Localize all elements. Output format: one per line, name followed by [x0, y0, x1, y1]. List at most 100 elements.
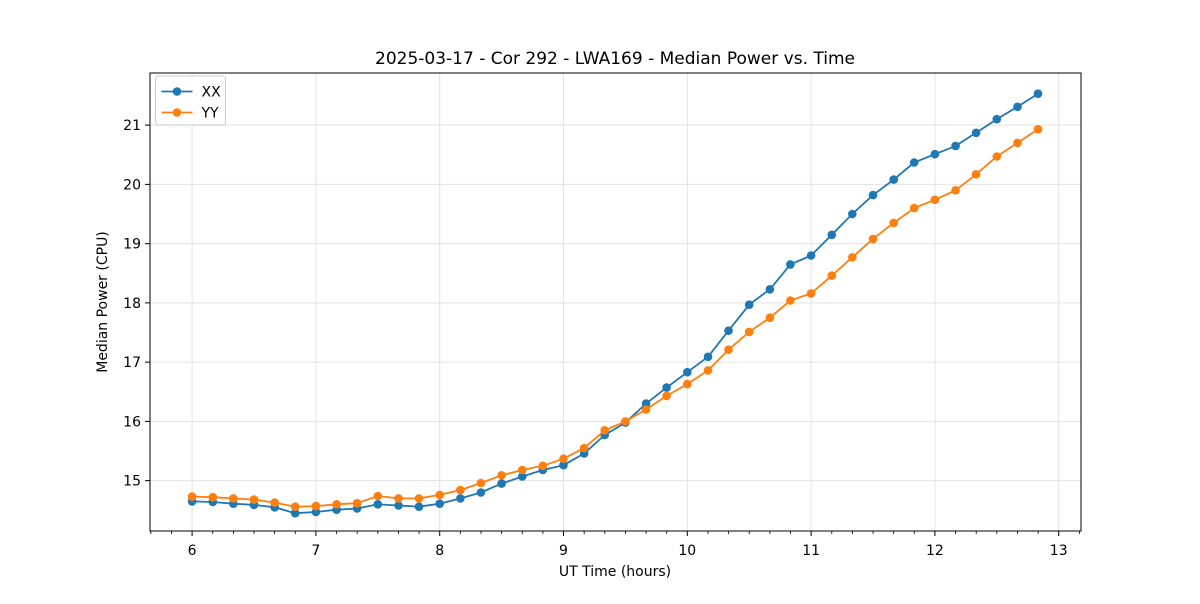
data-point-XX — [806, 251, 816, 260]
data-point-YY — [600, 426, 609, 435]
y-tick-label: 18 — [123, 296, 141, 312]
data-point-YY — [229, 494, 238, 503]
data-point-XX — [435, 499, 445, 509]
data-point-XX — [848, 209, 857, 219]
data-point-YY — [497, 471, 506, 480]
y-tick-label: 20 — [123, 177, 141, 193]
data-point-YY — [518, 465, 527, 475]
data-point-XX — [868, 190, 878, 200]
x-tick-label: 9 — [559, 543, 568, 559]
data-point-YY — [662, 391, 671, 401]
data-point-YY — [744, 327, 754, 337]
x-tick-label: 8 — [435, 543, 444, 559]
data-point-YY — [476, 478, 486, 488]
data-point-YY — [806, 289, 816, 298]
data-point-XX — [559, 460, 568, 470]
data-point-XX — [971, 128, 981, 138]
data-point-XX — [394, 501, 403, 510]
data-point-YY — [848, 252, 857, 262]
data-point-XX — [456, 494, 465, 503]
data-point-XX — [724, 326, 733, 336]
y-tick-label: 21 — [123, 118, 141, 134]
x-tick-label: 11 — [802, 543, 820, 559]
plot-frame — [149, 72, 1082, 532]
data-point-XX — [827, 230, 837, 240]
data-point-XX — [311, 507, 321, 517]
x-tick-label: 10 — [678, 543, 696, 559]
y-axis-label: Median Power (CPU) — [95, 231, 111, 373]
data-point-YY — [703, 366, 713, 375]
data-point-XX — [662, 383, 671, 392]
data-point-XX — [1013, 102, 1022, 112]
y-tick-label: 15 — [123, 474, 141, 490]
legend-marker-sample — [172, 108, 182, 117]
data-point-YY — [352, 498, 362, 508]
data-point-YY — [394, 494, 403, 503]
y-tick-label: 17 — [123, 355, 141, 371]
data-point-YY — [290, 502, 300, 512]
data-point-YY — [724, 345, 733, 355]
data-point-YY — [868, 234, 878, 244]
data-point-XX — [641, 399, 651, 408]
y-tick-label: 19 — [123, 237, 141, 253]
data-point-YY — [641, 405, 651, 414]
legend: XX YY — [155, 75, 226, 126]
data-point-YY — [889, 218, 898, 228]
data-point-XX — [951, 141, 960, 151]
data-point-XX — [518, 472, 527, 481]
data-point-YY — [435, 490, 445, 500]
series-layer — [187, 89, 1043, 518]
data-point-XX — [930, 149, 940, 159]
data-point-YY — [992, 152, 1002, 161]
data-point-YY — [187, 492, 197, 501]
data-point-YY — [270, 498, 280, 507]
data-point-YY — [579, 443, 589, 453]
data-point-YY — [971, 170, 981, 179]
data-point-YY — [208, 492, 218, 502]
data-point-XX — [992, 114, 1002, 124]
data-point-XX — [373, 500, 383, 509]
data-point-YY — [311, 501, 321, 511]
data-point-XX — [1033, 89, 1043, 98]
x-tick-label: 6 — [188, 543, 197, 559]
data-point-XX — [414, 502, 424, 512]
data-point-YY — [765, 313, 775, 323]
data-point-YY — [786, 296, 795, 305]
data-point-XX — [476, 488, 486, 497]
data-point-XX — [683, 367, 692, 377]
data-point-YY — [930, 195, 940, 205]
x-tick-label: 12 — [926, 543, 944, 559]
data-point-XX — [889, 175, 898, 184]
data-point-YY — [456, 485, 465, 495]
data-point-YY — [373, 491, 383, 501]
series-line-XX — [192, 92, 1039, 515]
data-point-XX — [497, 479, 506, 488]
data-point-YY — [683, 379, 692, 389]
tick-layer: 6 7 8 9 10 11 12 13 15 16 17 18 19 20 21 — [123, 118, 1080, 559]
chart-title: 2025-03-17 - Cor 292 - LWA169 - Median P… — [375, 49, 855, 69]
data-point-YY — [1033, 125, 1043, 134]
data-point-XX — [765, 285, 775, 294]
legend-label-YY: YY — [201, 106, 220, 122]
x-tick-label: 13 — [1050, 543, 1068, 559]
legend-label-XX: XX — [202, 85, 222, 101]
data-point-YY — [332, 500, 341, 509]
data-point-YY — [559, 454, 568, 464]
data-point-YY — [414, 494, 424, 503]
data-point-YY — [538, 461, 548, 471]
data-point-XX — [290, 508, 300, 518]
data-point-XX — [703, 352, 713, 362]
y-tick-label: 16 — [123, 414, 141, 430]
data-point-YY — [909, 203, 919, 213]
x-axis-label: UT Time (hours) — [559, 564, 671, 580]
series-line-YY — [192, 128, 1039, 508]
data-point-YY — [249, 495, 259, 504]
data-point-YY — [827, 271, 837, 280]
data-point-YY — [621, 417, 630, 426]
data-point-YY — [951, 186, 960, 195]
data-point-YY — [1013, 138, 1022, 148]
legend-marker-sample — [172, 87, 182, 96]
grid-layer — [150, 73, 1081, 531]
